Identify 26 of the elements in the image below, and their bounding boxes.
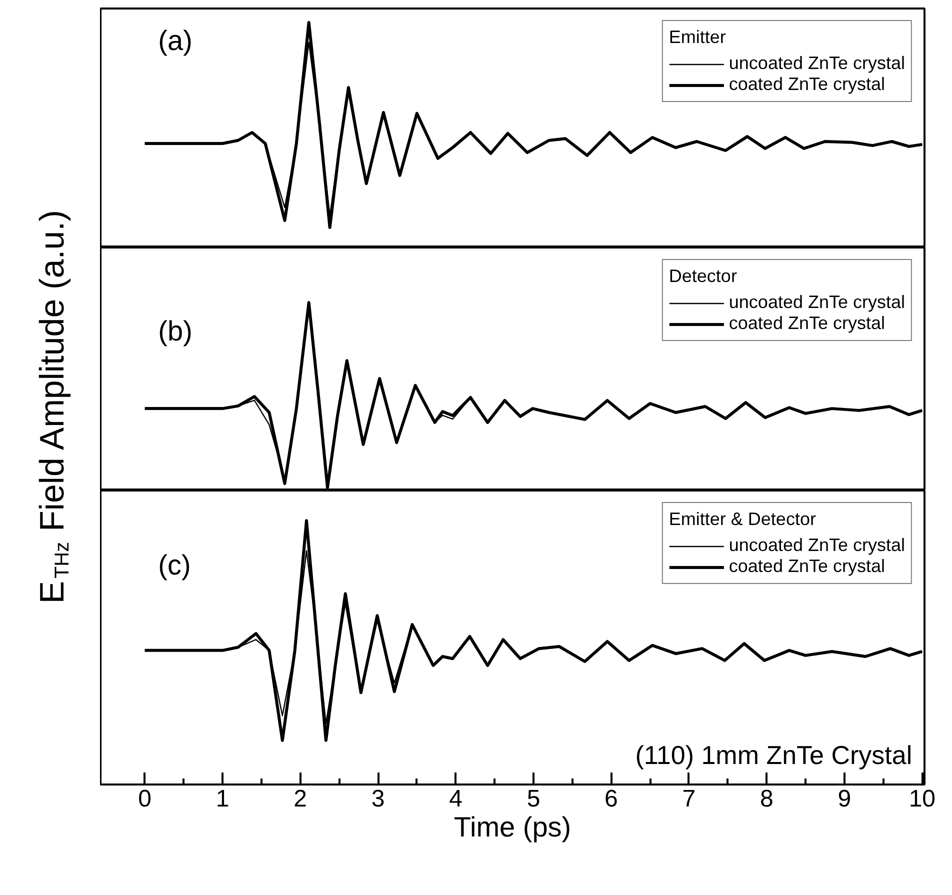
legend-title: Emitter & Detector (668, 509, 817, 530)
annotation: (110) 1mm ZnTe Crystal (635, 740, 912, 770)
legend-title: Emitter (668, 27, 727, 48)
y-axis-title: ETHz Field Amplitude (a.u.) (34, 210, 74, 604)
x-tick-label: 9 (838, 786, 852, 812)
x-tick-label: 4 (449, 786, 462, 812)
annotation: (b) (158, 316, 192, 347)
x-tick-label: 8 (760, 786, 774, 812)
annotation: (c) (158, 549, 191, 580)
legend-label: coated ZnTe crystal (728, 313, 885, 334)
legend-label: uncoated ZnTe crystal (728, 292, 905, 313)
legend-label: uncoated ZnTe crystal (728, 53, 905, 74)
x-axis-title: Time (ps) (454, 812, 572, 842)
x-tick-label: 3 (371, 786, 385, 812)
x-tick-label: 5 (526, 786, 540, 812)
x-tick-label: 0 (138, 786, 152, 812)
x-tick-label: 6 (604, 786, 618, 812)
x-tick-label: 1 (216, 786, 230, 812)
legend-label: coated ZnTe crystal (728, 556, 885, 577)
legend-label: coated ZnTe crystal (728, 74, 885, 95)
annotation: (a) (158, 25, 192, 56)
legend-label: uncoated ZnTe crystal (728, 535, 905, 556)
x-tick-label: 2 (294, 786, 307, 812)
x-tick-label: 10 (908, 786, 936, 812)
x-tick-label: 7 (682, 786, 696, 812)
legend-title: Detector (668, 266, 738, 287)
